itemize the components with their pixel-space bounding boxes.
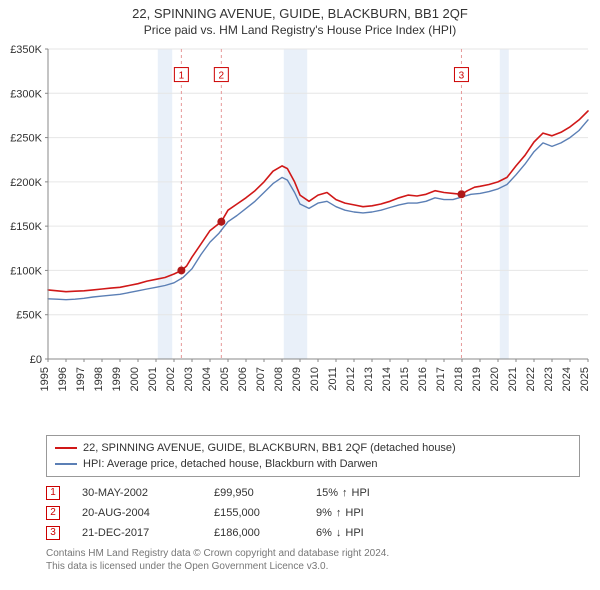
svg-text:£250K: £250K [10,133,42,145]
event-date: 21-DEC-2017 [82,523,192,543]
svg-text:£50K: £50K [16,310,42,322]
svg-text:2008: 2008 [273,367,285,391]
event-delta: 6%↓HPI [316,523,406,543]
arrow-up-icon: ↑ [342,483,348,503]
svg-text:1999: 1999 [111,367,123,391]
event-price: £186,000 [214,523,294,543]
svg-text:2022: 2022 [525,367,537,391]
page: 22, SPINNING AVENUE, GUIDE, BLACKBURN, B… [0,0,600,573]
event-date: 20-AUG-2004 [82,503,192,523]
svg-text:2016: 2016 [417,367,429,391]
svg-text:2024: 2024 [561,367,573,391]
svg-text:1: 1 [179,71,185,82]
svg-text:2011: 2011 [327,367,339,391]
svg-text:2000: 2000 [129,367,141,391]
svg-text:2018: 2018 [453,367,465,391]
svg-text:2009: 2009 [291,367,303,391]
svg-text:2005: 2005 [219,367,231,391]
svg-text:2017: 2017 [435,367,447,391]
svg-text:2019: 2019 [471,367,483,391]
svg-text:2002: 2002 [165,367,177,391]
svg-text:1995: 1995 [39,367,51,391]
event-price: £155,000 [214,503,294,523]
chart-svg: £0 £50K £100K £150K £200K £250K £300K £350K 1 2 3 1… [0,39,600,429]
event-row: 2 20-AUG-2004 £155,000 9%↑HPI [46,503,580,523]
legend-row: 22, SPINNING AVENUE, GUIDE, BLACKBURN, B… [55,440,571,456]
title-line1: 22, SPINNING AVENUE, GUIDE, BLACKBURN, B… [8,6,592,21]
title-line2: Price paid vs. HM Land Registry's House … [8,23,592,37]
legend-swatch [55,463,77,465]
event-date: 30-MAY-2002 [82,483,192,503]
svg-text:2021: 2021 [507,367,519,391]
svg-text:2013: 2013 [363,367,375,391]
svg-text:£100K: £100K [10,265,42,277]
chart: £0 £50K £100K £150K £200K £250K £300K £350K 1 2 3 1… [0,39,600,429]
arrow-up-icon: ↑ [336,503,342,523]
legend-label: 22, SPINNING AVENUE, GUIDE, BLACKBURN, B… [83,440,456,456]
svg-text:2001: 2001 [147,367,159,391]
svg-text:£300K: £300K [10,88,42,100]
event-marker: 1 [46,486,60,500]
svg-text:2006: 2006 [237,367,249,391]
svg-text:2023: 2023 [543,367,555,391]
events-table: 1 30-MAY-2002 £99,950 15%↑HPI 2 20-AUG-2004 £1… [46,483,580,543]
svg-text:2012: 2012 [345,367,357,391]
svg-text:£350K: £350K [10,44,42,56]
svg-text:£150K: £150K [10,221,42,233]
title-block: 22, SPINNING AVENUE, GUIDE, BLACKBURN, B… [0,0,600,39]
svg-text:2015: 2015 [399,367,411,391]
svg-text:2003: 2003 [183,367,195,391]
event-price: £99,950 [214,483,294,503]
footer: Contains HM Land Registry data © Crown c… [46,547,580,573]
legend-swatch [55,447,77,449]
event-delta: 15%↑HPI [316,483,406,503]
svg-text:2014: 2014 [381,367,393,391]
footer-line1: Contains HM Land Registry data © Crown c… [46,547,580,560]
event-marker: 2 [46,506,60,520]
event-marker: 3 [46,526,60,540]
arrow-down-icon: ↓ [336,523,342,543]
svg-text:2020: 2020 [489,367,501,391]
legend-row: HPI: Average price, detached house, Blac… [55,456,571,472]
svg-text:1996: 1996 [57,367,69,391]
svg-text:2010: 2010 [309,367,321,391]
legend: 22, SPINNING AVENUE, GUIDE, BLACKBURN, B… [46,435,580,477]
svg-text:1997: 1997 [75,367,87,391]
svg-text:1998: 1998 [93,367,105,391]
event-delta: 9%↑HPI [316,503,406,523]
footer-line2: This data is licensed under the Open Gov… [46,560,580,573]
svg-text:£0: £0 [30,354,42,366]
svg-text:2: 2 [219,71,225,82]
legend-label: HPI: Average price, detached house, Blac… [83,456,378,472]
svg-text:2025: 2025 [579,367,591,391]
svg-text:£200K: £200K [10,177,42,189]
svg-text:3: 3 [459,71,465,82]
event-row: 1 30-MAY-2002 £99,950 15%↑HPI [46,483,580,503]
event-row: 3 21-DEC-2017 £186,000 6%↓HPI [46,523,580,543]
svg-text:2004: 2004 [201,367,213,391]
svg-text:2007: 2007 [255,367,267,391]
